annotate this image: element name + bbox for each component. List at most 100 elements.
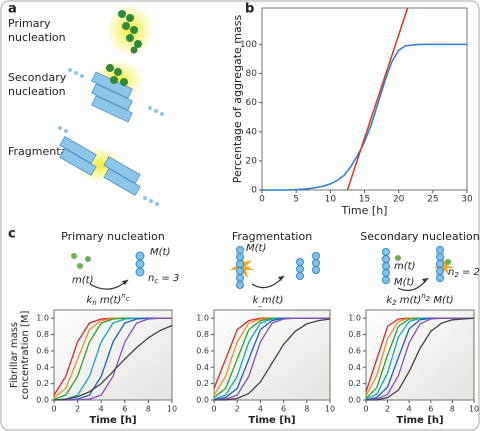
item-label: Secondary (8, 71, 67, 84)
illustration (58, 4, 164, 206)
x-tick-label: 2 (75, 405, 80, 414)
rate-label: kn m(t)nc (86, 292, 129, 307)
x-tick-label: 0 (211, 405, 216, 414)
chart-title: Fragmentation (232, 230, 312, 243)
y-tick-label: 0.6 (348, 346, 361, 355)
series-group (213, 317, 331, 401)
data-line (213, 317, 330, 401)
x-tick-label: 8 (450, 405, 455, 414)
y-tick-label: 0.4 (348, 363, 361, 372)
series-group (365, 317, 475, 401)
y-tick-label: 0.4 (36, 363, 49, 372)
item-label: Primary (8, 17, 51, 30)
text-part: = 3 (158, 273, 179, 284)
x-tick-label: 6 (428, 405, 433, 414)
text-part: m(t) (397, 295, 422, 306)
rate-label: k_m(t) (253, 295, 284, 307)
text-part: k (386, 295, 393, 306)
y-tick-label: 0.0 (196, 396, 209, 405)
x-axis-label: Time [h] (396, 415, 443, 426)
x-tick-label: 4 (99, 405, 104, 414)
data-line (262, 43, 467, 191)
y-tick-label: 40 (246, 127, 258, 137)
y-axis-label: concentration [M] (20, 310, 31, 399)
panel-label: a (8, 2, 17, 17)
y-tick-label: 60 (246, 98, 258, 108)
y-tick-label: 0.2 (348, 379, 361, 388)
species-label: M(t) (150, 247, 170, 258)
x-tick-label: 25 (427, 195, 438, 205)
text-part: n (121, 292, 125, 300)
text-part: c (126, 295, 130, 303)
y-tick-label: 80 (246, 69, 258, 79)
x-tick-label: 4 (258, 405, 263, 414)
text-part: _ (257, 299, 262, 307)
y-tick-label: 0.6 (36, 346, 49, 355)
species-label: M(t) (246, 243, 266, 254)
x-tick-label: 5 (293, 195, 299, 205)
x-tick-label: 10 (325, 405, 335, 414)
scheme-icons (71, 246, 454, 291)
text-part: c (154, 277, 158, 285)
text-part: 2 (392, 299, 397, 307)
y-tick-label: 0.2 (36, 379, 49, 388)
series-group (262, 7, 467, 191)
plot-area (261, 7, 468, 191)
x-tick-label: 8 (304, 405, 309, 414)
y-tick-label: 0.2 (196, 379, 209, 388)
species-label: M(t) (394, 277, 414, 288)
x-tick-label: 10 (469, 405, 479, 414)
x-tick-label: 2 (385, 405, 390, 414)
text-part: 2 (426, 295, 431, 303)
y-tick-label: 0.8 (348, 330, 361, 339)
y-tick-label: 20 (246, 156, 258, 166)
text-part: m(t) (97, 295, 122, 306)
data-line (214, 318, 331, 401)
data-line (365, 317, 474, 401)
data-line (54, 317, 172, 401)
text-part: 2 (454, 271, 459, 279)
x-axis-label: Time [h] (248, 415, 295, 426)
x-tick-label: 20 (393, 195, 405, 205)
species-label: m(t) (394, 261, 415, 272)
y-tick-label: 0.0 (348, 396, 361, 405)
species-label: m(t) (72, 275, 93, 286)
text-part: = 2 (459, 267, 480, 278)
text-part: M(t) (430, 295, 454, 306)
text-part: n (448, 267, 454, 278)
y-tick-label: 0.4 (196, 363, 209, 372)
text-part: n (148, 273, 154, 284)
text-part: k (86, 295, 93, 306)
panel-label: c (8, 227, 16, 242)
item-label: nucleation (8, 85, 66, 98)
y-tick-label: 0.6 (196, 346, 209, 355)
data-line (346, 7, 409, 191)
text-part: n (421, 292, 425, 300)
x-tick-label: 0 (363, 405, 368, 414)
y-axis-label: Fibrillar mass (9, 322, 20, 388)
x-tick-label: 6 (122, 405, 127, 414)
plot-area (53, 309, 173, 401)
x-tick-label: 8 (146, 405, 151, 414)
x-axis-label: Time [h] (89, 415, 136, 426)
y-axis-label: Percentage of aggregate mass (231, 15, 244, 184)
y-tick-label: 1.0 (348, 314, 361, 323)
item-label: nucleation (8, 31, 66, 44)
chart-title: Primary nucleation (61, 230, 165, 243)
y-tick-label: 0 (251, 186, 257, 196)
text-part: k (253, 295, 260, 306)
y-tick-label: 100 (240, 40, 257, 50)
chart-title: Secondary nucleation (360, 230, 479, 243)
order-label: n2 = 2 (448, 267, 480, 279)
x-tick-label: 2 (235, 405, 240, 414)
text-part: m(t) (262, 295, 283, 306)
text-part: n (92, 299, 96, 307)
x-tick-label: 0 (259, 195, 265, 205)
x-tick-label: 0 (51, 405, 56, 414)
x-tick-label: 6 (281, 405, 286, 414)
data-line (366, 317, 475, 401)
panel-label: b (245, 2, 254, 17)
x-tick-label: 30 (461, 195, 473, 205)
